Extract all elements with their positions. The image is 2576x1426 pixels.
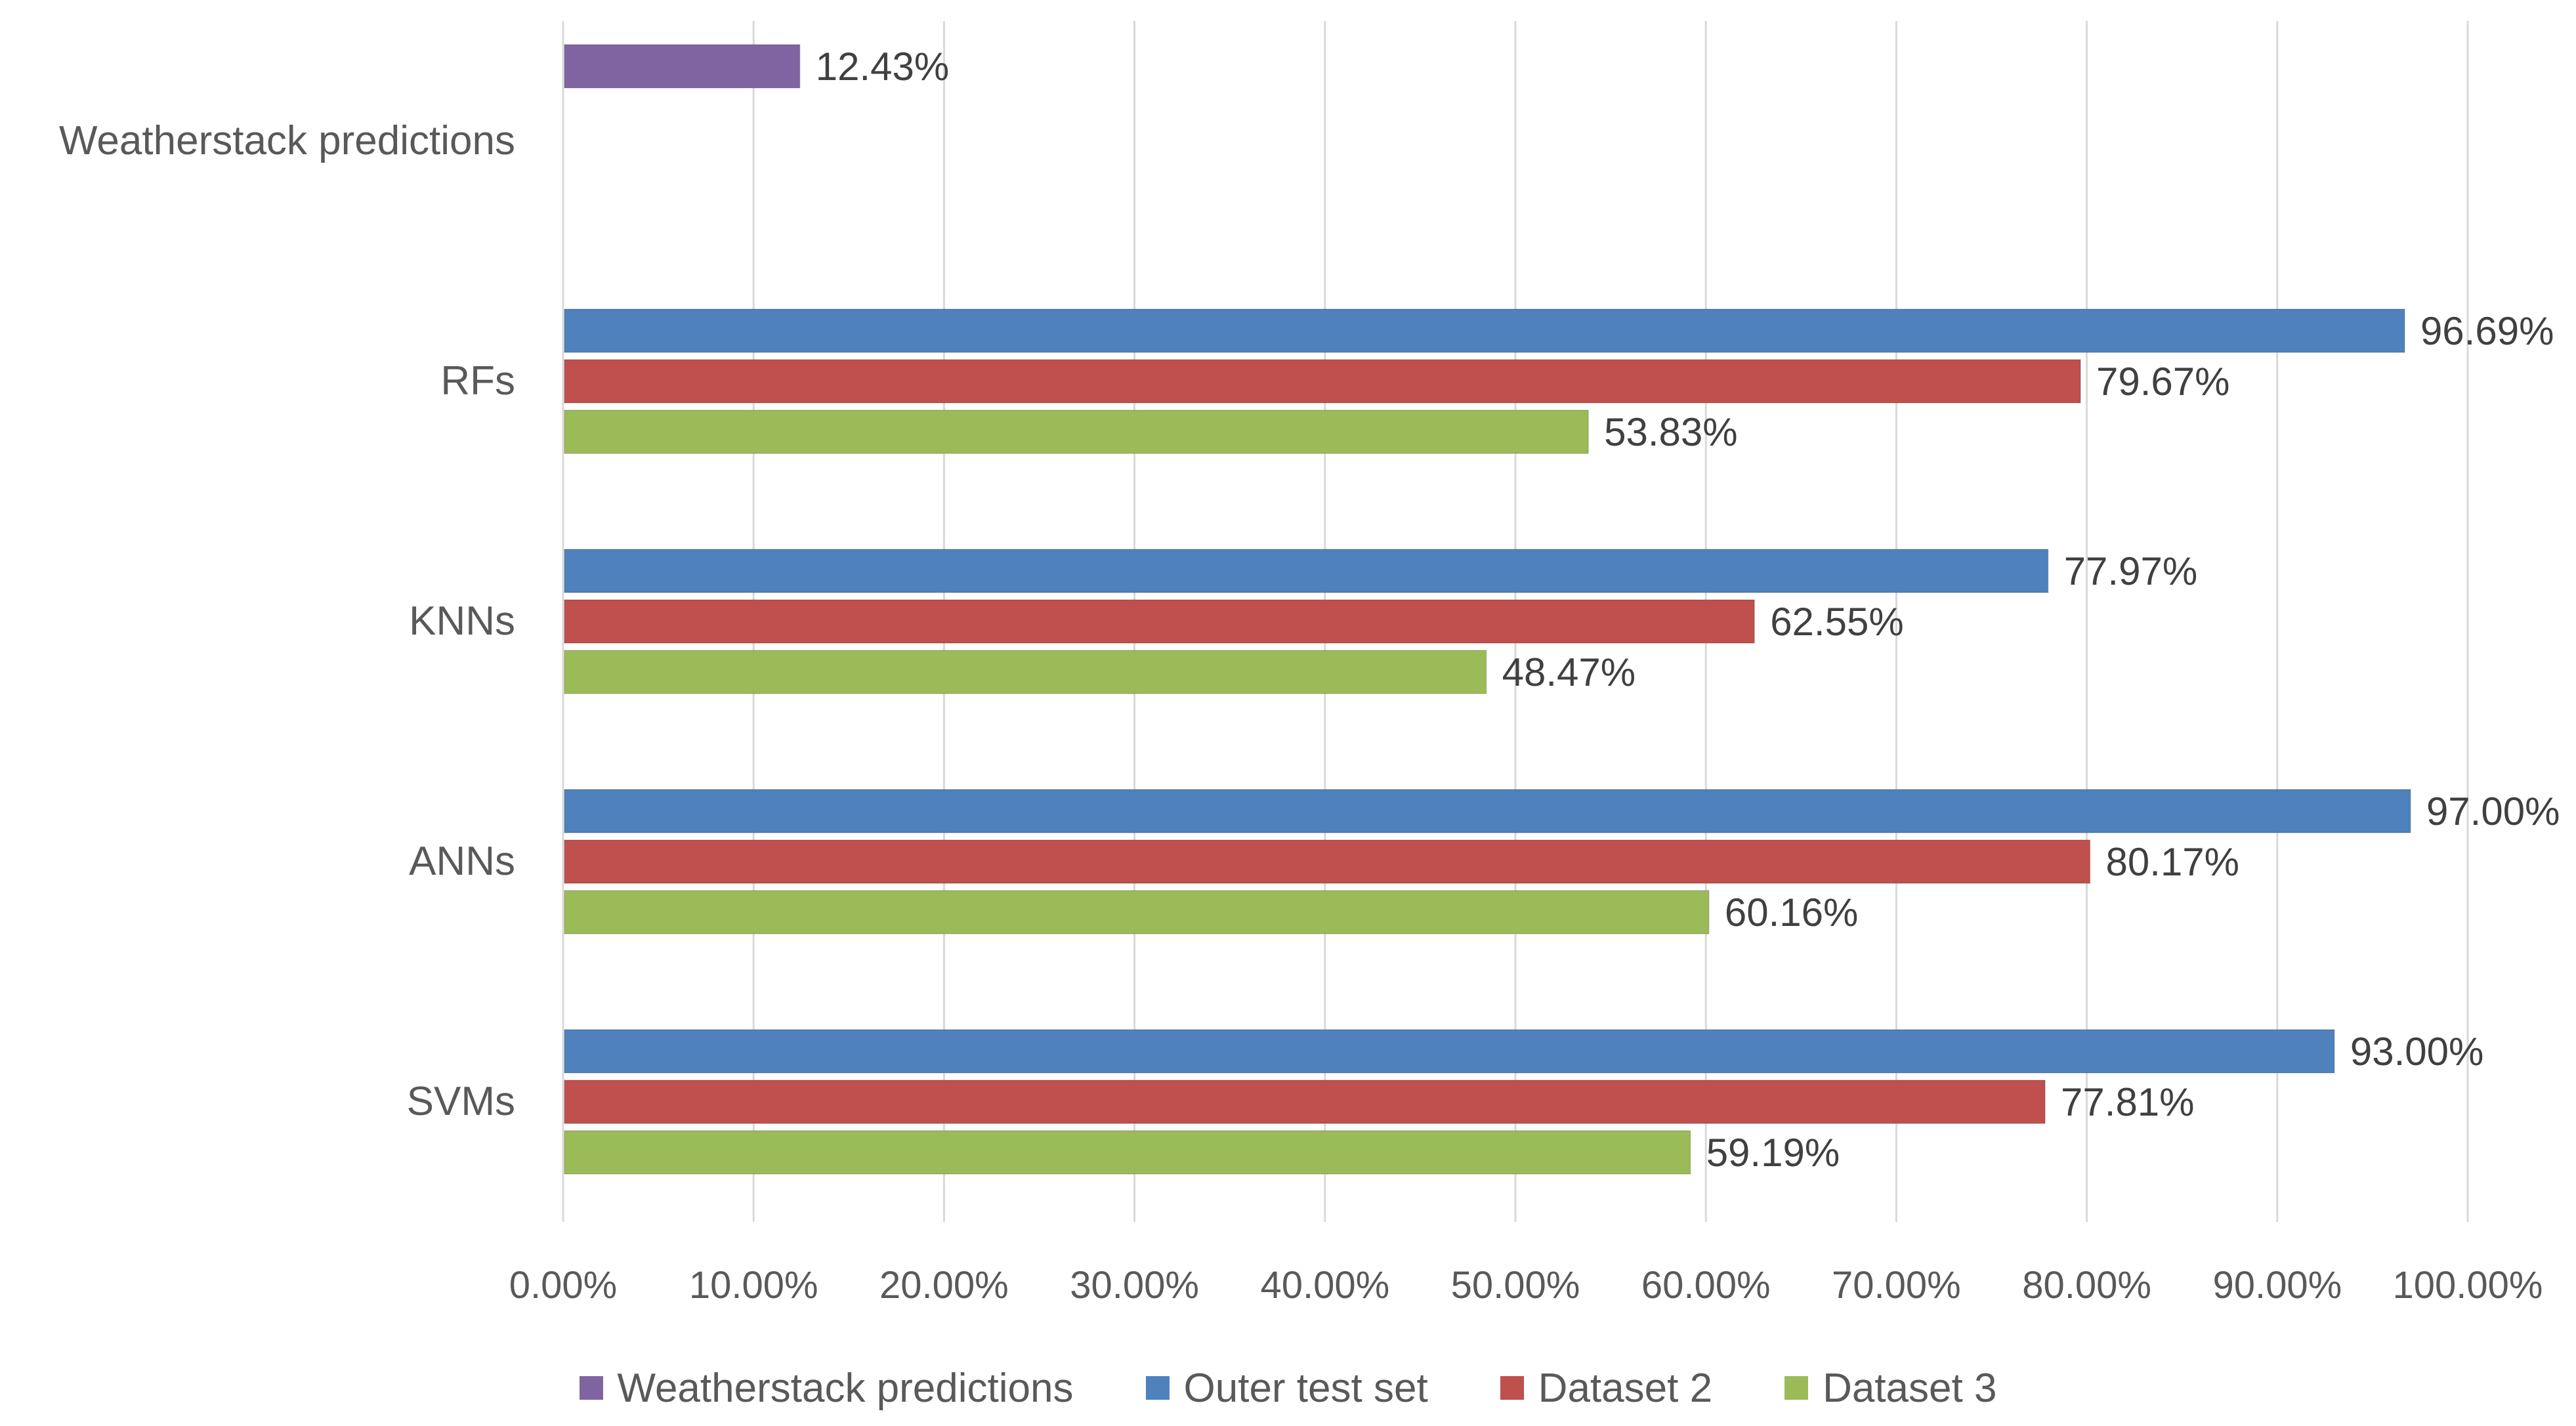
x-tick-label: 90.00% [2212,1264,2342,1307]
legend-swatch [1784,1376,1809,1400]
data-label: 96.69% [2420,309,2554,353]
category-label: SVMs [407,1079,515,1124]
bar [564,650,1487,694]
data-label: 77.97% [2064,549,2198,593]
legend-label: Outer test set [1183,1365,1428,1411]
bar [564,599,1756,644]
category-label: KNNs [409,598,515,644]
x-tick-label: 100.00% [2393,1264,2543,1307]
x-tick-label: 0.00% [509,1264,617,1307]
data-label: 59.19% [1706,1131,1840,1175]
data-label: 53.83% [1604,410,1738,454]
bar [564,549,2049,593]
data-label: 80.17% [2106,840,2240,884]
legend-label: Weatherstack predictions [617,1365,1074,1411]
bar [564,1029,2335,1074]
bar [564,44,801,89]
x-tick-label: 50.00% [1451,1264,1580,1307]
x-tick-label: 70.00% [1832,1264,1961,1307]
bar [564,1130,1691,1175]
legend-item: Dataset 2 [1500,1365,1712,1412]
x-tick-label: 20.00% [879,1264,1009,1307]
data-label: 60.16% [1725,891,1859,934]
data-label: 93.00% [2350,1030,2484,1074]
legend: Weatherstack predictions Outer test set Da… [0,1358,2576,1417]
bar [564,359,2082,404]
x-tick-label: 60.00% [1641,1264,1771,1307]
data-label: 12.43% [816,45,950,89]
data-label: 79.67% [2096,360,2230,404]
legend-label: Dataset 3 [1823,1365,1997,1411]
legend-swatch [1145,1376,1170,1400]
x-tick-label: 10.00% [689,1264,818,1307]
bar [564,890,1710,934]
category-label: Weatherstack predictions [59,118,515,163]
bar [564,789,2411,833]
legend-item: Dataset 3 [1784,1365,1996,1412]
bar [564,1080,2046,1124]
data-label: 77.81% [2061,1080,2195,1124]
category-label: RFs [440,358,515,404]
legend-swatch [579,1376,603,1400]
bar [564,308,2405,353]
bar [564,839,2091,884]
data-label: 48.47% [1502,650,1636,694]
data-label: 62.55% [1770,600,1904,644]
x-tick-label: 80.00% [2022,1264,2151,1307]
legend-item: Weatherstack predictions [579,1365,1074,1412]
x-tick-label: 30.00% [1070,1264,1199,1307]
bar [564,409,1590,454]
data-label: 97.00% [2426,789,2560,833]
legend-swatch [1500,1376,1524,1400]
legend-item: Outer test set [1145,1365,1428,1412]
category-label: ANNs [409,839,515,884]
x-tick-label: 40.00% [1260,1264,1389,1307]
legend-label: Dataset 2 [1538,1365,1713,1411]
